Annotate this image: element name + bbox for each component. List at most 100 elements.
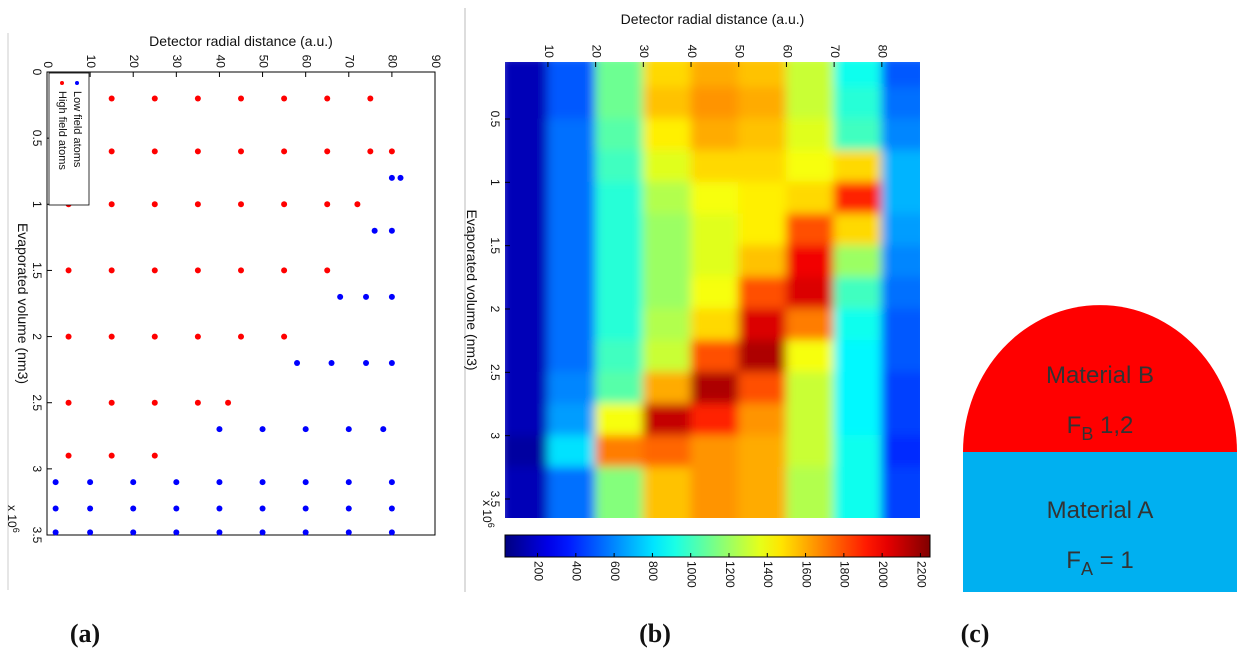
data-point bbox=[302, 529, 309, 536]
material-name: Material A bbox=[1047, 497, 1154, 524]
x-tick-label: 90 bbox=[429, 55, 443, 69]
axis-multiplier: x 106 bbox=[5, 505, 21, 533]
heatmap-cell bbox=[690, 371, 740, 405]
heatmap bbox=[505, 62, 920, 518]
heatmap-cell bbox=[595, 245, 644, 278]
subscript: B bbox=[1081, 424, 1093, 444]
data-point bbox=[216, 426, 223, 433]
data-point bbox=[281, 148, 288, 155]
data-point bbox=[294, 360, 301, 367]
data-point bbox=[345, 426, 352, 433]
data-point bbox=[108, 399, 115, 406]
factor-value: = 1 bbox=[1093, 547, 1134, 574]
data-point bbox=[388, 505, 395, 512]
material-a-region bbox=[963, 452, 1237, 592]
heatmap-cell bbox=[738, 245, 787, 278]
data-point bbox=[130, 505, 137, 512]
factor-label: FA = 1 bbox=[1066, 547, 1133, 579]
heatmap-cell bbox=[505, 86, 549, 120]
heatmap-cell bbox=[881, 150, 920, 183]
heatmap-cell bbox=[505, 403, 549, 437]
x-tick-label: 80 bbox=[386, 55, 400, 69]
heatmap-cell bbox=[881, 62, 920, 88]
heatmap-cell bbox=[505, 466, 549, 500]
heatmap-cell bbox=[785, 276, 835, 310]
x-tick-label: 60 bbox=[299, 55, 313, 69]
heatmap-cell bbox=[505, 181, 549, 215]
data-point bbox=[108, 95, 115, 102]
x-tick-label: 40 bbox=[213, 55, 227, 69]
heatmap-cell bbox=[881, 308, 920, 342]
heatmap-cell bbox=[505, 435, 549, 468]
heatmap-cell bbox=[642, 213, 692, 247]
data-point bbox=[87, 505, 94, 512]
data-point bbox=[302, 505, 309, 512]
heatmap-cell bbox=[595, 308, 644, 342]
heatmap-cell bbox=[595, 403, 644, 437]
heatmap-cell bbox=[785, 86, 835, 120]
panel-label: (a) bbox=[70, 619, 100, 648]
heatmap-cell bbox=[505, 62, 549, 88]
data-point bbox=[259, 426, 266, 433]
heatmap-cell bbox=[738, 62, 787, 88]
data-point bbox=[367, 148, 374, 155]
heatmap-cell bbox=[785, 62, 835, 88]
multiplier-base: x 10 bbox=[5, 505, 19, 528]
heatmap-cell bbox=[738, 403, 787, 437]
data-point bbox=[108, 148, 115, 155]
y-tick-label: 1 bbox=[30, 201, 44, 208]
data-point bbox=[52, 529, 59, 536]
y-tick-label: 0 bbox=[30, 69, 44, 76]
heatmap-cell bbox=[690, 276, 740, 310]
heatmap-cell bbox=[881, 181, 920, 215]
colorbar-tick-label: 1800 bbox=[838, 561, 852, 588]
y-axis-title: Evaporated volume (nm3) bbox=[464, 209, 480, 370]
data-point bbox=[259, 505, 266, 512]
diagram: Material B FB 1,2 Material A FA = 1 bbox=[963, 305, 1237, 592]
heatmap-cell bbox=[690, 150, 740, 183]
heatmap-cell bbox=[738, 340, 787, 373]
x-tick-label: 70 bbox=[828, 45, 842, 59]
y-tick-label: 3.5 bbox=[488, 491, 502, 508]
heatmap-cell bbox=[881, 466, 920, 500]
colorbar-tick-label: 1600 bbox=[799, 561, 813, 588]
heatmap-cell bbox=[690, 213, 740, 247]
heatmap-cell bbox=[690, 435, 740, 468]
heatmap-cell bbox=[547, 340, 597, 373]
data-point bbox=[87, 479, 94, 486]
data-point bbox=[151, 267, 158, 274]
data-point bbox=[388, 174, 395, 181]
data-point bbox=[151, 399, 158, 406]
colorbar-tick-label: 1000 bbox=[685, 561, 699, 588]
data-point bbox=[259, 479, 266, 486]
heatmap-cell bbox=[833, 403, 883, 437]
heatmap-cell bbox=[642, 340, 692, 373]
data-point bbox=[324, 95, 331, 102]
heatmap-cell bbox=[833, 181, 883, 215]
data-point bbox=[151, 148, 158, 155]
heatmap-cell bbox=[833, 308, 883, 342]
heatmap-cell bbox=[595, 371, 644, 405]
colorbar-tick-label: 2200 bbox=[914, 561, 928, 588]
data-point bbox=[324, 201, 331, 208]
heatmap-cell bbox=[642, 276, 692, 310]
panel-label: (c) bbox=[961, 619, 990, 648]
heatmap-cells bbox=[505, 62, 920, 518]
heatmap-cell bbox=[595, 435, 644, 468]
data-point bbox=[281, 333, 288, 340]
data-point bbox=[194, 148, 201, 155]
data-point bbox=[194, 95, 201, 102]
heatmap-cell bbox=[505, 276, 549, 310]
heatmap-cell bbox=[547, 245, 597, 278]
heatmap-cell bbox=[738, 308, 787, 342]
y-tick-label: 1.5 bbox=[488, 237, 502, 254]
heatmap-cell bbox=[595, 276, 644, 310]
heatmap-cell bbox=[690, 308, 740, 342]
heatmap-cell bbox=[547, 498, 597, 518]
data-point bbox=[367, 95, 374, 102]
data-point bbox=[238, 201, 244, 208]
data-point bbox=[302, 479, 309, 486]
multiplier-exponent: 6 bbox=[486, 523, 496, 528]
heatmap-cell bbox=[881, 213, 920, 247]
heatmap-cell bbox=[833, 371, 883, 405]
